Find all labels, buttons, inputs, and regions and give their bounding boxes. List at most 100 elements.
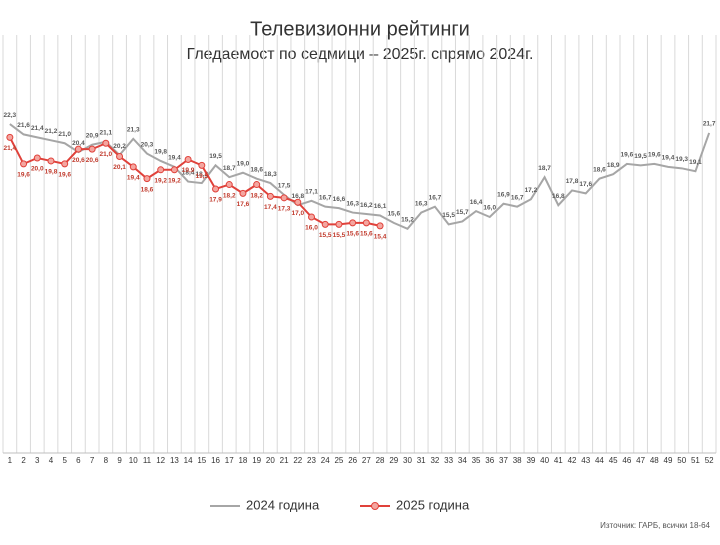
x-tick-label: 6 <box>76 456 81 465</box>
x-tick-label: 50 <box>677 456 686 465</box>
data-label: 17,6 <box>579 181 592 188</box>
data-label: 20,2 <box>113 143 126 150</box>
data-label: 16,6 <box>333 196 346 203</box>
data-label: 17,4 <box>264 204 277 211</box>
x-tick-label: 34 <box>458 456 467 465</box>
data-label: 19,4 <box>127 175 140 182</box>
x-tick-label: 32 <box>430 456 439 465</box>
x-tick-label: 18 <box>238 456 247 465</box>
data-label: 16,9 <box>497 191 510 198</box>
data-label: 19,6 <box>648 152 661 159</box>
data-label: 16,0 <box>305 225 318 232</box>
x-tick-label: 41 <box>554 456 563 465</box>
data-label: 17,5 <box>278 183 291 190</box>
data-label: 18,6 <box>250 166 263 173</box>
x-tick-label: 52 <box>705 456 714 465</box>
data-label: 15,6 <box>360 231 373 238</box>
data-label: 19,5 <box>195 173 208 180</box>
data-label: 16,7 <box>429 194 442 201</box>
x-tick-label: 14 <box>184 456 193 465</box>
data-label: 20,0 <box>31 166 44 173</box>
x-tick-label: 2 <box>21 456 26 465</box>
data-point <box>212 185 220 193</box>
series-line <box>8 136 381 227</box>
data-label: 19,5 <box>634 153 647 160</box>
data-point <box>239 189 247 197</box>
x-tick-label: 20 <box>266 456 275 465</box>
data-point <box>170 166 178 174</box>
x-tick-label: 40 <box>540 456 549 465</box>
data-label: 19,8 <box>154 149 167 156</box>
data-label: 21,0 <box>100 151 113 158</box>
data-label: 19,2 <box>168 178 181 185</box>
data-point <box>116 153 124 161</box>
chart-title: Телевизионни рейтинги <box>250 18 470 40</box>
x-tick-label: 43 <box>581 456 590 465</box>
x-tick-label: 44 <box>595 456 604 465</box>
x-tick-label: 15 <box>197 456 206 465</box>
data-point <box>157 166 165 174</box>
data-point <box>88 145 96 153</box>
legend-label: 2024 година <box>246 497 320 512</box>
data-label: 19,4 <box>168 155 181 162</box>
x-tick-label: 28 <box>376 456 385 465</box>
data-label: 19,0 <box>237 160 250 167</box>
data-point <box>61 160 69 168</box>
x-tick-label: 38 <box>513 456 522 465</box>
x-tick-label: 25 <box>334 456 343 465</box>
data-point <box>376 222 384 230</box>
x-tick-label: 3 <box>35 456 40 465</box>
data-label: 21,2 <box>45 128 58 135</box>
data-point <box>6 133 14 141</box>
x-tick-label: 17 <box>225 456 234 465</box>
x-tick-label: 12 <box>156 456 165 465</box>
data-label: 21,7 <box>703 121 716 128</box>
data-label: 19,6 <box>621 152 634 159</box>
data-label: 15,6 <box>387 211 400 218</box>
x-tick-label: 9 <box>117 456 122 465</box>
data-label: 19,4 <box>662 155 675 162</box>
data-label: 16,7 <box>319 194 332 201</box>
legend-marker <box>371 502 379 510</box>
x-tick-label: 1 <box>8 456 13 465</box>
data-point <box>321 220 329 228</box>
data-label: 19,5 <box>209 153 222 160</box>
data-label: 15,4 <box>374 234 387 241</box>
data-label: 20,1 <box>113 164 126 171</box>
x-tick-label: 46 <box>622 456 631 465</box>
data-label: 18,6 <box>593 166 606 173</box>
data-label: 15,5 <box>442 212 455 219</box>
x-tick-label: 33 <box>444 456 453 465</box>
x-tick-label: 16 <box>211 456 220 465</box>
x-tick-label: 5 <box>62 456 67 465</box>
data-point <box>349 219 357 227</box>
data-label: 21,0 <box>58 131 71 138</box>
data-label: 19,9 <box>182 167 195 174</box>
x-tick-label: 22 <box>293 456 302 465</box>
data-label: 18,3 <box>195 171 208 178</box>
x-tick-label: 30 <box>403 456 412 465</box>
data-label: 20,3 <box>141 141 154 148</box>
data-label: 21,4 <box>4 145 17 152</box>
data-label: 18,9 <box>607 162 620 169</box>
x-tick-label: 8 <box>104 456 109 465</box>
x-tick-label: 10 <box>129 456 138 465</box>
data-label: 16,7 <box>511 194 524 201</box>
data-label: 16,1 <box>374 203 387 210</box>
x-tick-label: 48 <box>650 456 659 465</box>
data-label: 17,0 <box>291 210 304 217</box>
x-tick-label: 35 <box>472 456 481 465</box>
x-tick-label: 37 <box>499 456 508 465</box>
data-label: 17,8 <box>566 178 579 185</box>
x-tick-label: 39 <box>526 456 535 465</box>
x-tick-label: 11 <box>143 456 152 465</box>
data-label: 20,6 <box>86 157 99 164</box>
legend-label: 2025 година <box>396 497 470 512</box>
x-tick-label: 31 <box>417 456 426 465</box>
data-point <box>102 139 110 147</box>
data-label: 21,3 <box>127 127 140 134</box>
data-label: 15,5 <box>319 232 332 239</box>
data-point <box>143 175 151 183</box>
data-point <box>253 181 261 189</box>
data-label: 18,2 <box>223 192 236 199</box>
